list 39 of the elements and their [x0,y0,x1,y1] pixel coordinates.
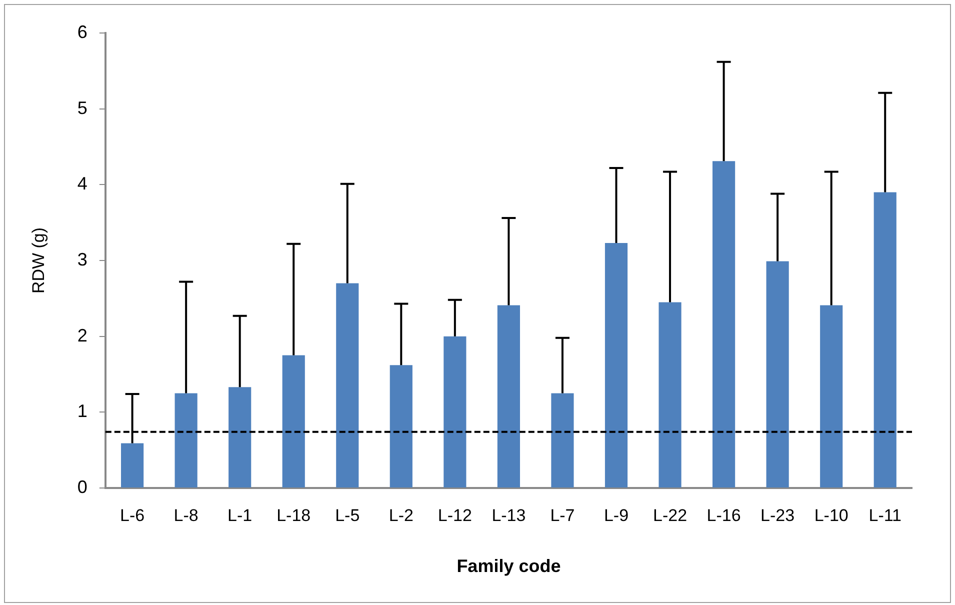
bar [766,261,789,488]
y-axis-title: RDW (g) [28,227,48,294]
x-tick-label: L-8 [174,506,198,525]
bar [551,393,574,488]
bar [604,243,628,488]
x-tick-label: L-18 [276,506,311,525]
bar [658,302,682,488]
bar [820,305,843,488]
x-tick-label: L-11 [868,506,902,525]
bar [282,355,305,488]
y-tick-label: 5 [77,98,88,118]
bar [174,393,198,488]
y-tick-label: 4 [77,174,88,194]
x-tick-label: L-6 [120,506,145,525]
bar [874,192,896,488]
x-tick-label: L-1 [228,506,252,525]
bar [444,336,466,488]
y-tick-label: 0 [77,476,88,497]
x-tick-label: L-7 [550,506,575,525]
x-tick-label: L-5 [335,506,360,525]
x-tick-label: L-16 [706,506,741,525]
x-axis-title: Family code [456,556,561,576]
x-tick-label: L-23 [760,506,795,525]
x-tick-label: L-9 [604,506,629,525]
bar [712,161,736,488]
x-tick-label: L-12 [438,506,472,525]
y-tick-label: 3 [77,249,88,270]
x-tick-label: L-13 [492,506,526,525]
bar [228,387,252,488]
bar [390,365,412,488]
bar [497,305,520,488]
bar [336,283,359,488]
x-tick-label: L-10 [814,506,848,525]
y-tick-label: 6 [77,22,88,42]
y-tick-label: 1 [77,401,88,422]
x-tick-label: L-2 [388,506,414,525]
bar [121,443,144,488]
x-tick-label: L-22 [653,506,688,525]
y-tick-label: 2 [77,325,88,346]
